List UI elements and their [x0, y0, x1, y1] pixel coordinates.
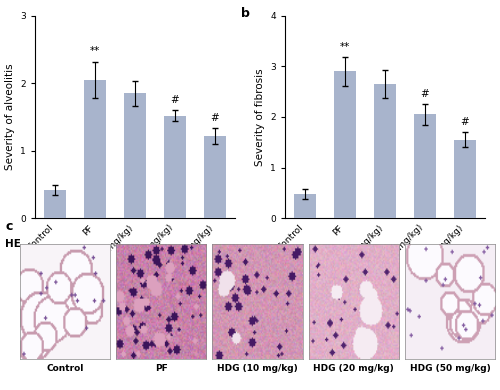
Text: **: ** [90, 46, 100, 57]
Bar [374, 84, 396, 218]
Text: PF: PF [155, 364, 168, 373]
Y-axis label: Severity of fibrosis: Severity of fibrosis [254, 68, 264, 166]
Bar [204, 136, 226, 218]
Text: HDG (10 mg/kg): HDG (10 mg/kg) [217, 364, 298, 373]
Text: b: b [241, 7, 250, 21]
Text: HE: HE [5, 239, 21, 249]
Text: #: # [170, 95, 179, 105]
Bar [124, 93, 146, 218]
Y-axis label: Severity of alveolitis: Severity of alveolitis [4, 64, 15, 170]
Bar [414, 115, 436, 218]
Text: c: c [5, 220, 12, 233]
Text: HDG (20 mg/kg): HDG (20 mg/kg) [314, 364, 394, 373]
Text: HDG (50 mg/kg): HDG (50 mg/kg) [410, 364, 490, 373]
Bar [454, 140, 476, 218]
Bar [44, 190, 66, 218]
Text: #: # [420, 89, 430, 99]
Bar [84, 80, 106, 218]
Bar [294, 194, 316, 218]
Bar [164, 116, 186, 218]
Text: #: # [460, 117, 469, 127]
Text: #: # [210, 113, 220, 123]
Bar [334, 71, 356, 218]
Text: **: ** [340, 42, 350, 52]
Text: Control: Control [46, 364, 84, 373]
